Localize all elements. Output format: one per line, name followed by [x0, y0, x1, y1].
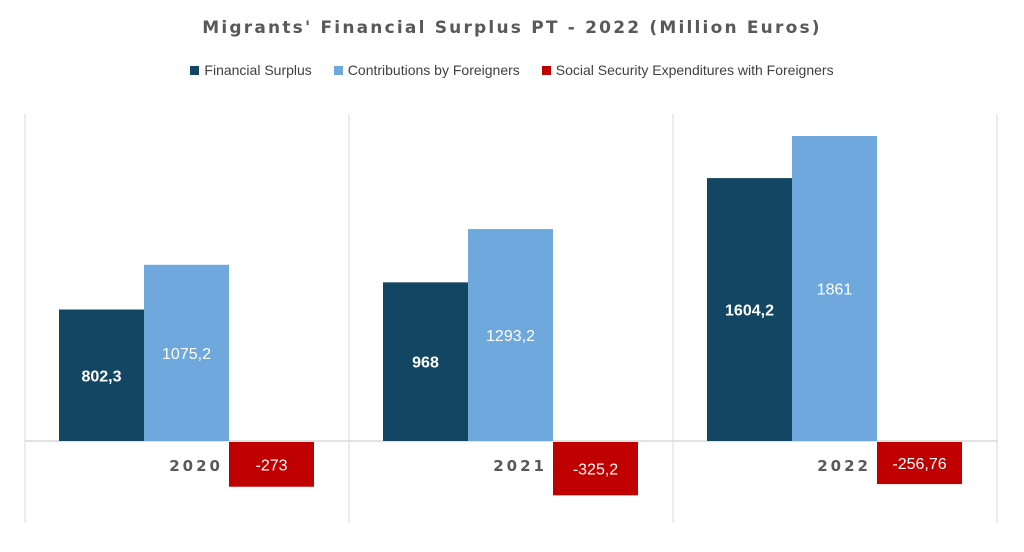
- legend-label: Social Security Expenditures with Foreig…: [555, 62, 834, 78]
- data-label: 1861: [817, 282, 853, 299]
- bar-2020-1: [144, 264, 229, 441]
- category-label: 2020: [169, 457, 223, 475]
- legend-label: Contributions by Foreigners: [347, 62, 520, 78]
- bar-2020-0: [59, 309, 144, 441]
- data-label: 1293,2: [486, 328, 535, 345]
- legend-swatch: [333, 65, 343, 75]
- bar-2022-1: [792, 136, 877, 441]
- data-label: -325,2: [573, 462, 618, 479]
- data-label: 1075,2: [162, 346, 211, 363]
- chart-title: Migrants' Financial Surplus PT - 2022 (M…: [202, 18, 822, 38]
- bar-2021-2: [553, 442, 638, 496]
- data-label: 968: [412, 355, 439, 372]
- bar-2022-0: [707, 178, 792, 442]
- data-label: -273: [255, 457, 287, 474]
- legend-label: Financial Surplus: [204, 62, 312, 78]
- bar-2020-2: [229, 442, 314, 487]
- data-label: -256,76: [892, 456, 946, 473]
- bar-2022-2: [877, 442, 962, 485]
- category-label: 2022: [817, 457, 871, 475]
- data-label: 802,3: [81, 368, 121, 385]
- data-label: 1604,2: [725, 303, 774, 320]
- bar-2021-0: [383, 282, 468, 441]
- legend-item-financial-surplus: Financial Surplus: [190, 62, 312, 78]
- legend-item-expenditures: Social Security Expenditures with Foreig…: [541, 62, 834, 78]
- legend-swatch: [541, 65, 551, 75]
- category-label: 2021: [493, 457, 547, 475]
- legend: Financial Surplus Contributions by Forei…: [0, 62, 1024, 78]
- legend-swatch: [190, 65, 200, 75]
- bar-2021-1: [468, 229, 553, 441]
- legend-item-contributions: Contributions by Foreigners: [333, 62, 520, 78]
